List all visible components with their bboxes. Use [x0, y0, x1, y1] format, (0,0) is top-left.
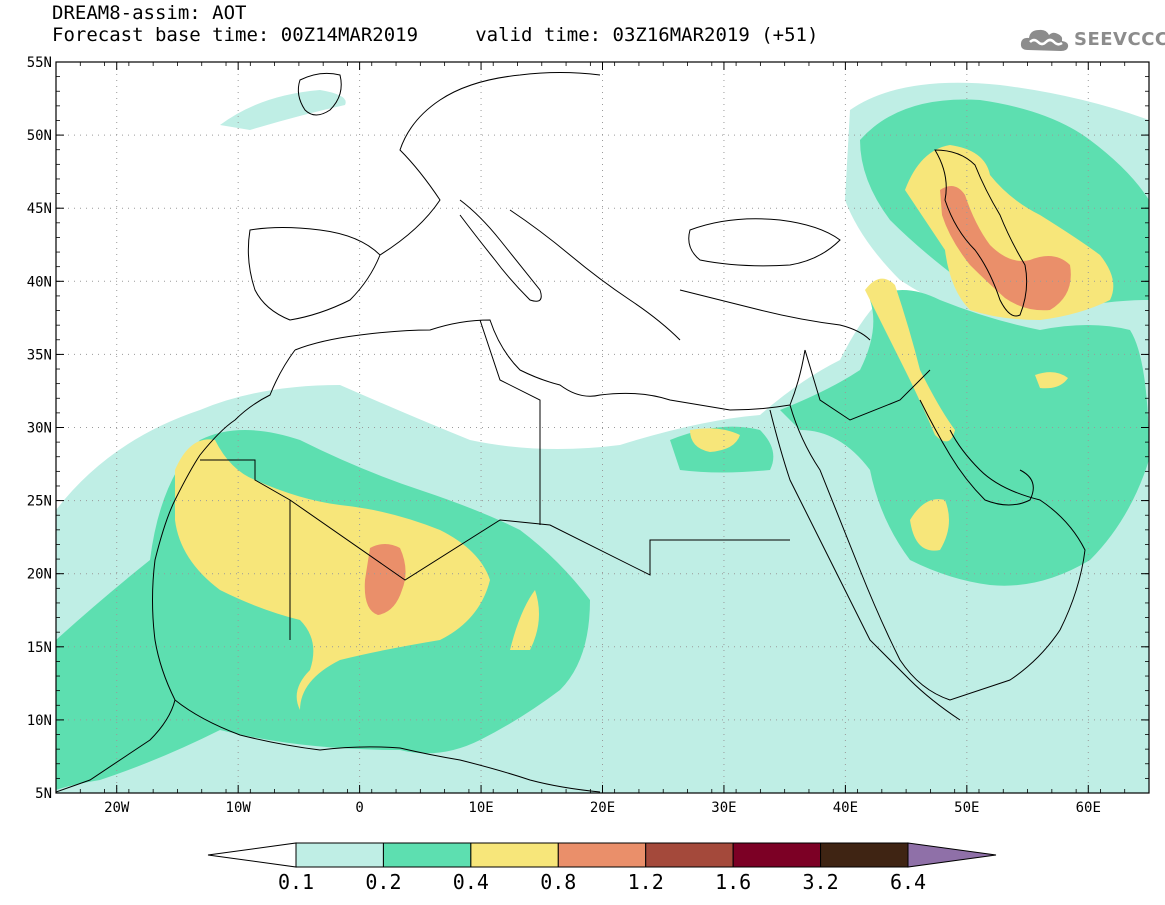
iberia-coast — [247, 227, 381, 321]
colorbar-level-label: 3.2 — [803, 870, 839, 894]
sahara-border-3 — [479, 319, 541, 525]
coastlines-and-borders — [56, 72, 1086, 793]
lat-tick-label: 10N — [27, 713, 52, 729]
cloud-logo-icon — [1020, 29, 1069, 51]
map-gridlines — [56, 62, 1149, 793]
lon-tick-label: 20E — [590, 800, 615, 816]
lon-tick-label: 0 — [355, 800, 363, 816]
lon-tick-label: 10W — [226, 800, 252, 816]
levant-border — [804, 349, 931, 421]
lat-tick-label: 40N — [27, 274, 52, 290]
seevccc-logo: SEEVCCC — [1018, 22, 1165, 56]
colorbar-bin — [557, 842, 647, 868]
colorbar-level-label: 0.4 — [453, 870, 489, 894]
colorbar-level-label: 1.6 — [715, 870, 751, 894]
colorbar-bin — [295, 842, 384, 868]
anatolia-coast — [679, 289, 871, 341]
britain — [297, 72, 342, 116]
longitude-axis: 20W 10W 0 10E 20E 30E 40E 50E 60E — [55, 62, 1150, 816]
colorbar-bin — [820, 842, 909, 868]
colorbar-bin — [645, 842, 734, 868]
lat-tick-label: 5N — [35, 786, 52, 802]
logo-text: SEEVCCC — [1074, 28, 1165, 50]
red-sea-west-coast — [769, 409, 961, 721]
black-sea — [688, 218, 841, 267]
map-title: DREAM8-assim: AOT — [52, 2, 247, 24]
lon-tick-label: 20W — [104, 800, 130, 816]
lon-tick-label: 50E — [954, 800, 979, 816]
lat-tick-label: 55N — [27, 55, 52, 71]
colorbar-bin — [470, 842, 559, 868]
sahara-border-1 — [200, 459, 291, 640]
gulf-of-guinea-coast — [174, 699, 601, 793]
africa-west-coast — [56, 349, 296, 793]
colorbar — [207, 842, 997, 868]
arabia-coast — [789, 404, 1086, 701]
colorbar-labels: 0.1 0.2 0.4 0.8 1.2 1.6 3.2 6.4 — [278, 870, 926, 894]
forecast-times: Forecast base time: 00Z14MAR2019 valid t… — [52, 24, 819, 46]
colorbar-high-arrow — [907, 842, 997, 868]
lon-tick-label: 30E — [711, 800, 736, 816]
persian-gulf — [919, 399, 1034, 506]
lon-tick-label: 10E — [468, 800, 493, 816]
lon-tick-label: 40E — [833, 800, 858, 816]
colorbar-level-label: 0.2 — [365, 870, 401, 894]
colorbar-level-label: 0.1 — [278, 870, 314, 894]
colorbar-level-label: 6.4 — [890, 870, 926, 894]
colorbar-bin — [382, 842, 472, 868]
lat-tick-label: 30N — [27, 421, 52, 437]
aot-fields — [56, 82, 1149, 793]
colorbar-bin — [732, 842, 822, 868]
colorbar-level-label: 1.2 — [628, 870, 664, 894]
lat-tick-label: 15N — [27, 640, 52, 656]
colorbar-level-label: 0.8 — [540, 870, 576, 894]
lat-tick-label: 45N — [27, 201, 52, 217]
sahara-border-2 — [289, 499, 790, 581]
italy-coast — [459, 199, 542, 302]
north-africa-coast — [294, 319, 806, 411]
caspian-sea — [934, 149, 1028, 317]
lon-tick-label: 60E — [1076, 800, 1101, 816]
latitude-axis: 55N 50N 45N 40N 35N 30N 25N 20N 15N 10N 5N — [27, 55, 1149, 802]
lat-tick-label: 25N — [27, 494, 52, 510]
lat-tick-label: 20N — [27, 567, 52, 583]
colorbar-low-arrow — [207, 842, 297, 868]
lat-tick-label: 50N — [27, 128, 52, 144]
balkans-coast — [509, 209, 681, 341]
lat-tick-label: 35N — [27, 347, 52, 363]
aot-level-0.8 — [364, 186, 1071, 615]
europe-coast — [379, 72, 601, 256]
